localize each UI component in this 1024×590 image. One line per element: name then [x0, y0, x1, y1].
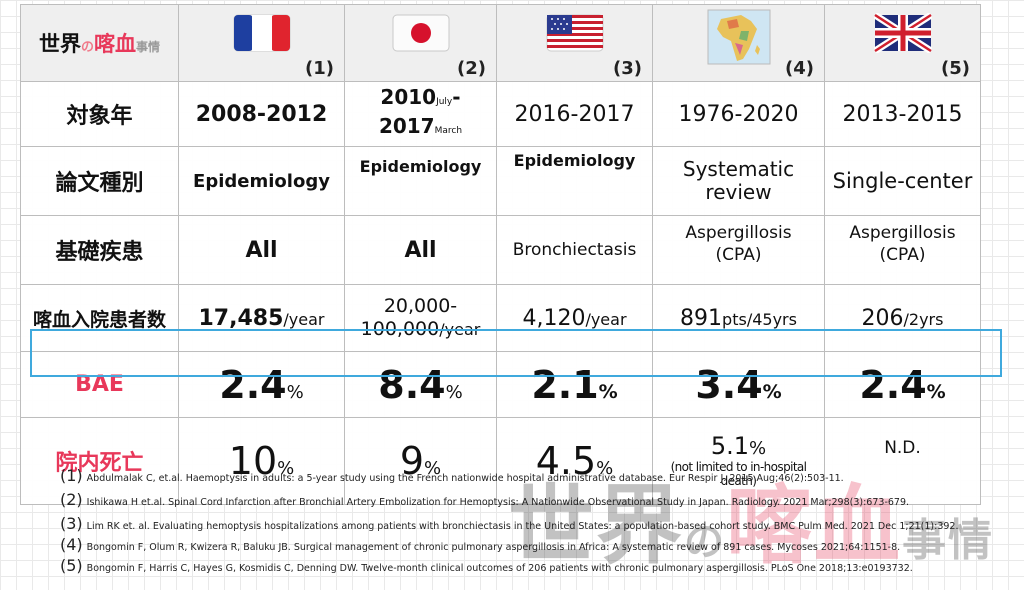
- comparison-table: 世界の喀血事情 (1): [20, 4, 981, 505]
- cell: 4,120/year: [496, 284, 653, 352]
- cell: Single-center: [824, 146, 981, 216]
- cell: 2013-2015: [824, 81, 981, 147]
- logo: 世界の喀血事情: [38, 32, 161, 56]
- row-label: 喀血入院患者数: [20, 284, 179, 352]
- ref-number: (4): [785, 58, 814, 79]
- column-japan: (2): [344, 4, 497, 82]
- logo-cell: 世界の喀血事情: [20, 4, 179, 82]
- column-africa: (4): [652, 4, 825, 82]
- cell: 9%: [344, 417, 497, 505]
- watermark-logo: 世界の喀血事情: [508, 476, 994, 576]
- row-in-hospital-mortality: 院内死亡 10% 9% 4.5% 5.1% (not limited to in…: [20, 417, 981, 505]
- cell: 2.4%: [824, 351, 981, 418]
- cell: Epidemiology: [496, 146, 653, 216]
- ref-number: (3): [613, 58, 642, 79]
- cell: 2010July- 2017March: [344, 81, 497, 147]
- cell: N.D.: [824, 417, 981, 505]
- cell: 17,485/year: [178, 284, 345, 352]
- usa-flag-icon: [546, 14, 603, 52]
- cell: 891pts/45yrs: [652, 284, 825, 352]
- cell: 5.1% (not limited to in-hospital death): [652, 417, 825, 505]
- cell: Systematic review: [652, 146, 825, 216]
- row-paper-type: 論文種別 Epidemiology Epidemiology Epidemiol…: [20, 146, 981, 216]
- france-flag-icon: [233, 14, 290, 52]
- uk-flag-icon: [873, 13, 932, 53]
- cell: Epidemiology: [344, 146, 497, 216]
- cell: 1976-2020: [652, 81, 825, 147]
- cell: 20,000- 100,000/year: [344, 284, 497, 352]
- cell: All: [178, 215, 345, 285]
- row-label: 対象年: [20, 81, 179, 147]
- cell: 2.1%: [496, 351, 653, 418]
- africa-map-icon: [707, 9, 770, 65]
- cell: 2008-2012: [178, 81, 345, 147]
- row-label: 論文種別: [20, 146, 179, 216]
- cell: 4.5%: [496, 417, 653, 505]
- cell: 8.4%: [344, 351, 497, 418]
- reference-item: (5) Bongomin F, Harris C, Hayes G, Kosmid…: [60, 556, 913, 575]
- cell: Bronchiectasis: [496, 215, 653, 285]
- slide: 世界の喀血事情 (1): [20, 4, 1002, 575]
- reference-item: (2) Ishikawa H et.al. Spinal Cord Infarct…: [60, 490, 910, 509]
- cell: 2.4%: [178, 351, 345, 418]
- column-usa: (3): [496, 4, 653, 82]
- reference-item: (4) Bongomin F, Olum R, Kwizera R, Baluku…: [60, 535, 901, 554]
- row-admissions: 喀血入院患者数 17,485/year 20,000- 100,000/year…: [20, 284, 981, 352]
- reference-item: (3) Lim RK et. al. Evaluating hemoptysis …: [60, 514, 959, 533]
- row-label: 院内死亡: [20, 417, 179, 505]
- column-uk: (5): [824, 4, 981, 82]
- row-study-years: 対象年 2008-2012 2010July- 2017March 2016-2…: [20, 81, 981, 147]
- ref-number: (5): [941, 58, 970, 79]
- header-row: 世界の喀血事情 (1): [20, 4, 981, 82]
- reference-item: (1) Abdulmalak C, et.al. Haemoptysis in a…: [60, 466, 844, 485]
- row-label: 基礎疾患: [20, 215, 179, 285]
- cell: 2016-2017: [496, 81, 653, 147]
- row-underlying-disease: 基礎疾患 All All Bronchiectasis Aspergillosi…: [20, 215, 981, 285]
- cell: All: [344, 215, 497, 285]
- cell: 206/2yrs: [824, 284, 981, 352]
- cell: Aspergillosis (CPA): [652, 215, 825, 285]
- row-label: BAE: [20, 351, 179, 418]
- column-france: (1): [178, 4, 345, 82]
- cell: 3.4%: [652, 351, 825, 418]
- row-bae: BAE 2.4% 8.4% 2.1% 3.4% 2.4%: [20, 351, 981, 418]
- cell: Aspergillosis (CPA): [824, 215, 981, 285]
- cell: 10%: [178, 417, 345, 505]
- ref-number: (1): [305, 58, 334, 79]
- japan-flag-icon: [392, 14, 449, 52]
- cell: Epidemiology: [178, 146, 345, 216]
- ref-number: (2): [457, 58, 486, 79]
